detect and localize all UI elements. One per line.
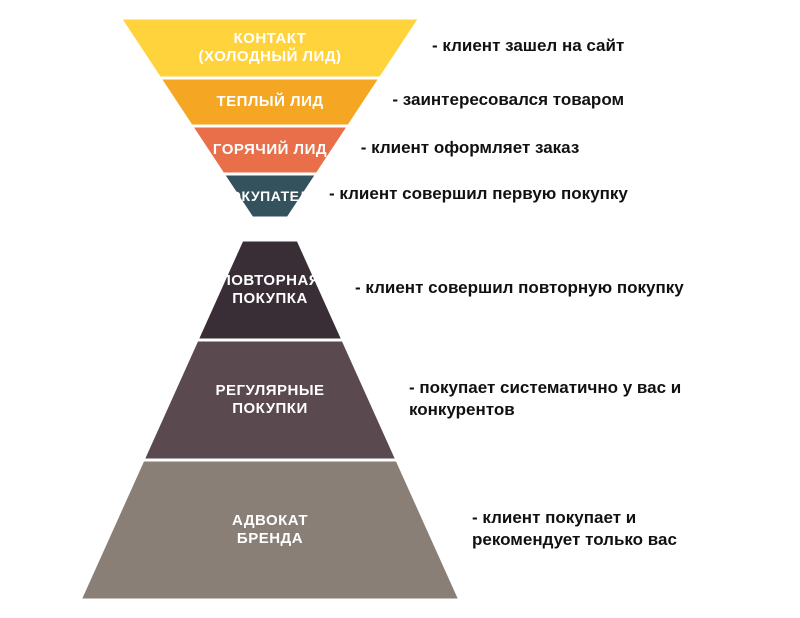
desc-contact: - клиент зашел на сайт <box>432 35 624 57</box>
desc-buyer: - клиент совершил первую покупку <box>329 183 628 205</box>
desc-advocate: - клиент покупает и рекомендует только в… <box>472 507 677 551</box>
stage-label-regular: РЕГУЛЯРНЫЕ ПОКУПКИ <box>175 340 365 460</box>
stage-label-hot-lead: ГОРЯЧИЙ ЛИД <box>212 126 328 174</box>
hourglass-funnel-diagram: КОНТАКТ (ХОЛОДНЫЙ ЛИД) ТЕПЛЫЙ ЛИД ГОРЯЧИ… <box>0 0 800 613</box>
stage-label-repeat: ПОВТОРНАЯ ПОКУПКА <box>225 240 316 340</box>
desc-warm-lead: - заинтересовался товаром <box>392 89 624 111</box>
stage-label-advocate: АДВОКАТ БРЕНДА <box>117 460 424 600</box>
stage-label-warm-lead: ТЕПЛЫЙ ЛИД <box>180 78 359 126</box>
desc-regular: - покупает систематично у вас и конкурен… <box>409 377 681 421</box>
desc-repeat: - клиент совершил повторную покупку <box>355 277 684 299</box>
stage-label-contact: КОНТАКТ (ХОЛОДНЫЙ ЛИД) <box>145 18 395 78</box>
stage-label-buyer: ПОКУПАТЕЛЬ <box>230 174 310 218</box>
desc-hot-lead: - клиент оформляет заказ <box>361 137 580 159</box>
